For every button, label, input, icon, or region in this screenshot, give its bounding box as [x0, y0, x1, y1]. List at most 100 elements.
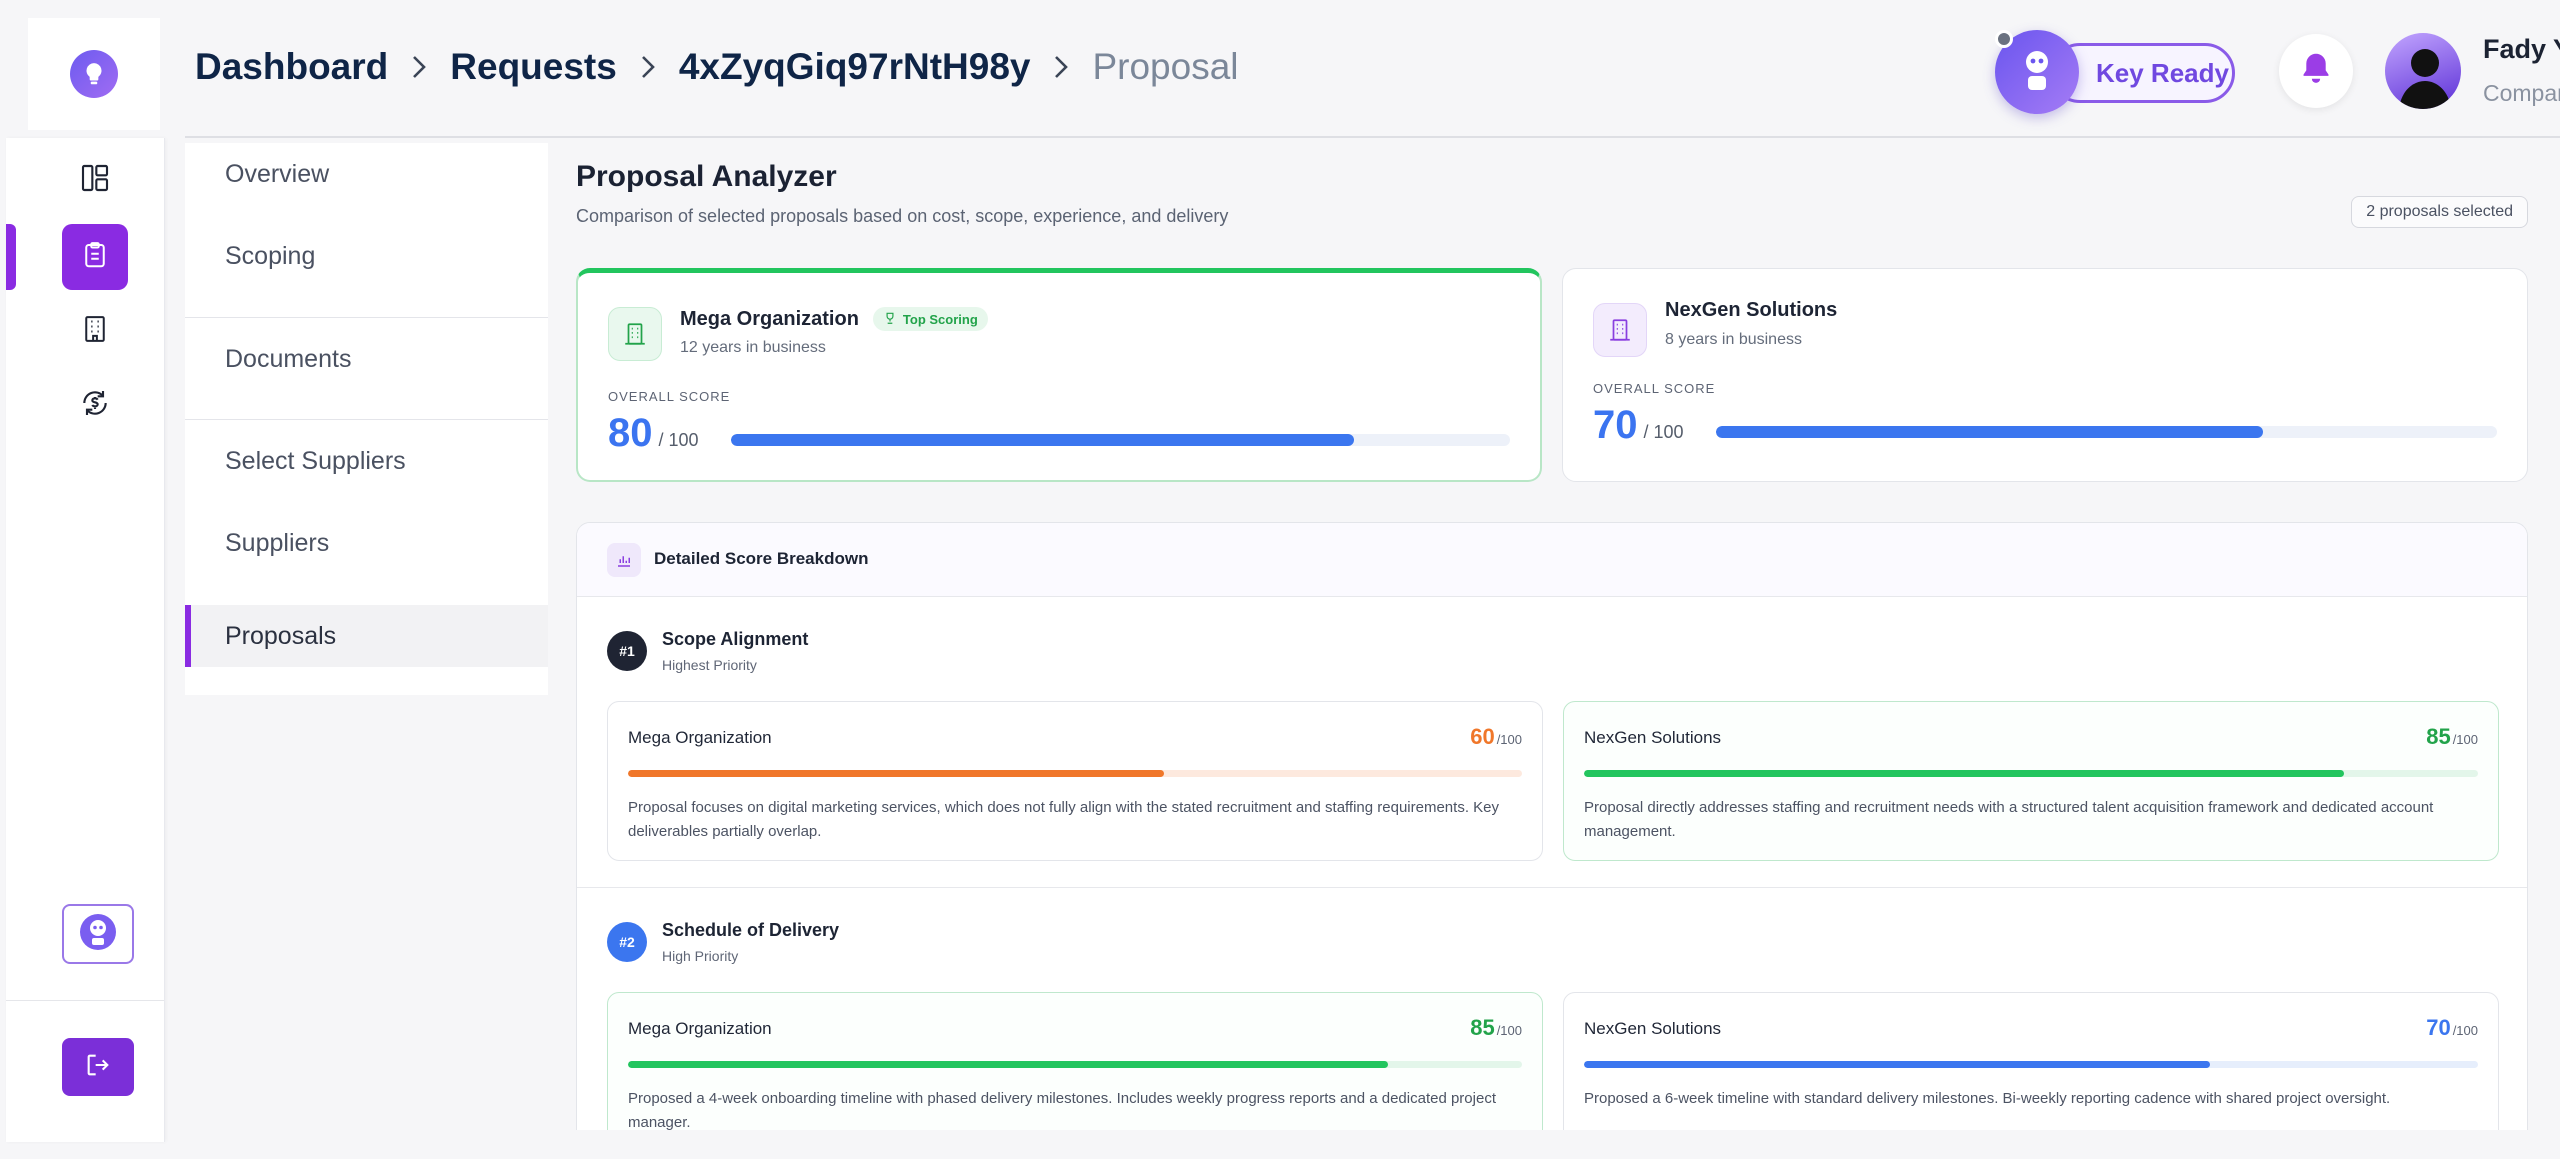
criterion-title: Scope Alignment — [662, 629, 809, 649]
criterion-supplier-card: Mega Organization 60 /100 Proposal focus… — [607, 701, 1543, 861]
app-logo[interactable] — [28, 18, 160, 130]
sub-nav-proposals[interactable]: Proposals — [185, 605, 548, 667]
lightbulb-icon — [70, 50, 118, 98]
overall-score: 80 / 100 — [608, 411, 699, 456]
clipboard-icon — [80, 239, 110, 276]
sidebar-item-requests[interactable] — [62, 224, 128, 290]
criterion-score-value: 85 — [1470, 1015, 1495, 1040]
overall-score-fill — [1716, 426, 2263, 438]
sidebar-item-organizations[interactable] — [62, 298, 128, 364]
overall-score: 70 / 100 — [1593, 403, 1684, 448]
supplier-name: NexGen Solutions — [1665, 299, 1838, 321]
breadcrumb-dashboard[interactable]: Dashboard — [195, 46, 389, 87]
criterion-score-fill — [1584, 770, 2344, 777]
criterion-title: Schedule of Delivery — [662, 920, 840, 940]
sub-nav-overview[interactable]: Overview — [225, 159, 330, 188]
key-ready-label: Key Ready — [2050, 43, 2235, 103]
criterion-supplier-name: Mega Organization — [628, 1019, 772, 1038]
criterion-supplier-card: NexGen Solutions 85 /100 Proposal direct… — [1563, 701, 2499, 861]
key-ready-button[interactable]: Key Ready — [1995, 30, 2237, 116]
top-scoring-badge: Top Scoring — [872, 307, 988, 331]
icon-sidebar — [6, 138, 165, 1142]
overall-score-label: OVERALL SCORE — [1593, 381, 1716, 396]
proposal-analyzer: Proposal Analyzer Comparison of selected… — [576, 138, 2528, 1130]
supplier-score-card[interactable]: NexGen Solutions 8 years in business OVE… — [1562, 268, 2528, 482]
criterion-supplier-card: Mega Organization 85 /100 Proposed a 4-w… — [607, 992, 1543, 1130]
status-dot — [1995, 30, 2013, 48]
criterion-score: 60 /100 — [1470, 724, 1522, 750]
criterion-section: #1 Scope Alignment Highest Priority Mega… — [577, 597, 2527, 887]
page-title: Proposal Analyzer — [576, 160, 837, 193]
top-header: Dashboard Requests 4xZyqGiq97rNtH98y Pro… — [185, 0, 2560, 138]
criterion-score-fill — [628, 1061, 1388, 1068]
building-icon — [80, 313, 110, 350]
criterion-score-value: 70 — [2426, 1015, 2451, 1040]
bell-icon — [2299, 51, 2333, 92]
supplier-name-row: Mega Organization Top Scoring — [680, 307, 988, 331]
criterion-score-suffix: /100 — [2452, 732, 2478, 747]
breadcrumb-requests[interactable]: Requests — [450, 46, 617, 87]
chevron-right-icon — [410, 54, 428, 80]
criterion-supplier-card: NexGen Solutions 70 /100 Proposed a 6-we… — [1563, 992, 2499, 1130]
sub-nav-scoping[interactable]: Scoping — [225, 241, 316, 270]
criterion-score-fill — [628, 770, 1165, 777]
sub-nav-suppliers[interactable]: Suppliers — [225, 528, 330, 557]
sub-nav-divider — [185, 419, 548, 420]
supplier-score-card[interactable]: Mega Organization Top Scoring 12 years i… — [576, 268, 1542, 482]
user-company: Company name — [2483, 80, 2560, 106]
robot-icon — [1995, 30, 2079, 114]
criterion-supplier-name: NexGen Solutions — [1584, 1019, 1722, 1038]
criterion-score: 85 /100 — [1470, 1015, 1522, 1041]
sub-nav-documents[interactable]: Documents — [225, 344, 352, 373]
sidebar-item-dashboard[interactable] — [62, 147, 128, 213]
overall-score-bar — [1716, 426, 2497, 438]
currency-exchange-icon — [79, 387, 111, 424]
supplier-years: 12 years in business — [680, 339, 826, 356]
breadcrumb: Dashboard Requests 4xZyqGiq97rNtH98y Pro… — [195, 46, 1239, 88]
criterion-score-suffix: /100 — [1496, 732, 1522, 747]
criterion-score-value: 85 — [2426, 724, 2451, 749]
dashboard-icon — [79, 162, 111, 199]
criterion-priority: High Priority — [662, 948, 739, 964]
assistant-button[interactable] — [62, 904, 134, 964]
criterion-description: Proposed a 4-week onboarding timeline wi… — [628, 1090, 1496, 1130]
sub-nav-divider — [185, 317, 548, 318]
overall-score-fill — [731, 434, 1355, 446]
active-indicator — [6, 224, 16, 290]
criterion-rank: #2 — [607, 922, 647, 962]
breakdown-header: Detailed Score Breakdown — [577, 523, 2527, 597]
criterion-supplier-name: Mega Organization — [628, 728, 772, 747]
supplier-years: 8 years in business — [1665, 331, 1802, 348]
breadcrumb-request-id[interactable]: 4xZyqGiq97rNtH98y — [678, 46, 1031, 87]
criterion-score-bar — [1584, 1061, 2478, 1068]
sidebar-item-finance[interactable] — [62, 372, 128, 438]
bar-chart-icon — [607, 543, 641, 577]
criterion-divider — [577, 887, 2527, 888]
notifications-button[interactable] — [2279, 34, 2353, 108]
overall-score-label: OVERALL SCORE — [608, 389, 731, 404]
sidebar-divider — [6, 1000, 164, 1001]
criterion-score-bar — [628, 1061, 1522, 1068]
score-breakdown-panel: Detailed Score Breakdown #1 Scope Alignm… — [576, 522, 2528, 1130]
overall-score-value: 70 — [1593, 403, 1638, 447]
selected-count-badge: 2 proposals selected — [2351, 196, 2528, 228]
building-icon — [608, 307, 662, 361]
sub-nav-select-suppliers[interactable]: Select Suppliers — [225, 446, 406, 475]
user-name: Fady Younan — [2483, 34, 2560, 64]
supplier-name: Mega Organization — [680, 307, 859, 330]
criterion-score-bar — [1584, 770, 2478, 777]
chevron-right-icon — [1052, 54, 1070, 80]
criterion-description: Proposal focuses on digital marketing se… — [628, 799, 1500, 840]
criterion-score-fill — [1584, 1061, 2210, 1068]
breakdown-title: Detailed Score Breakdown — [654, 549, 869, 568]
avatar[interactable] — [2385, 33, 2461, 109]
overall-score-value: 80 — [608, 411, 653, 455]
criterion-score-bar — [628, 770, 1522, 777]
logout-button[interactable] — [62, 1038, 134, 1096]
criterion-description: Proposed a 6-week timeline with standard… — [1584, 1090, 2391, 1107]
criterion-supplier-name: NexGen Solutions — [1584, 728, 1722, 747]
criterion-rank: #1 — [607, 631, 647, 671]
chevron-right-icon — [639, 54, 657, 80]
overall-score-bar — [731, 434, 1510, 446]
overall-score-suffix: / 100 — [1643, 422, 1684, 442]
